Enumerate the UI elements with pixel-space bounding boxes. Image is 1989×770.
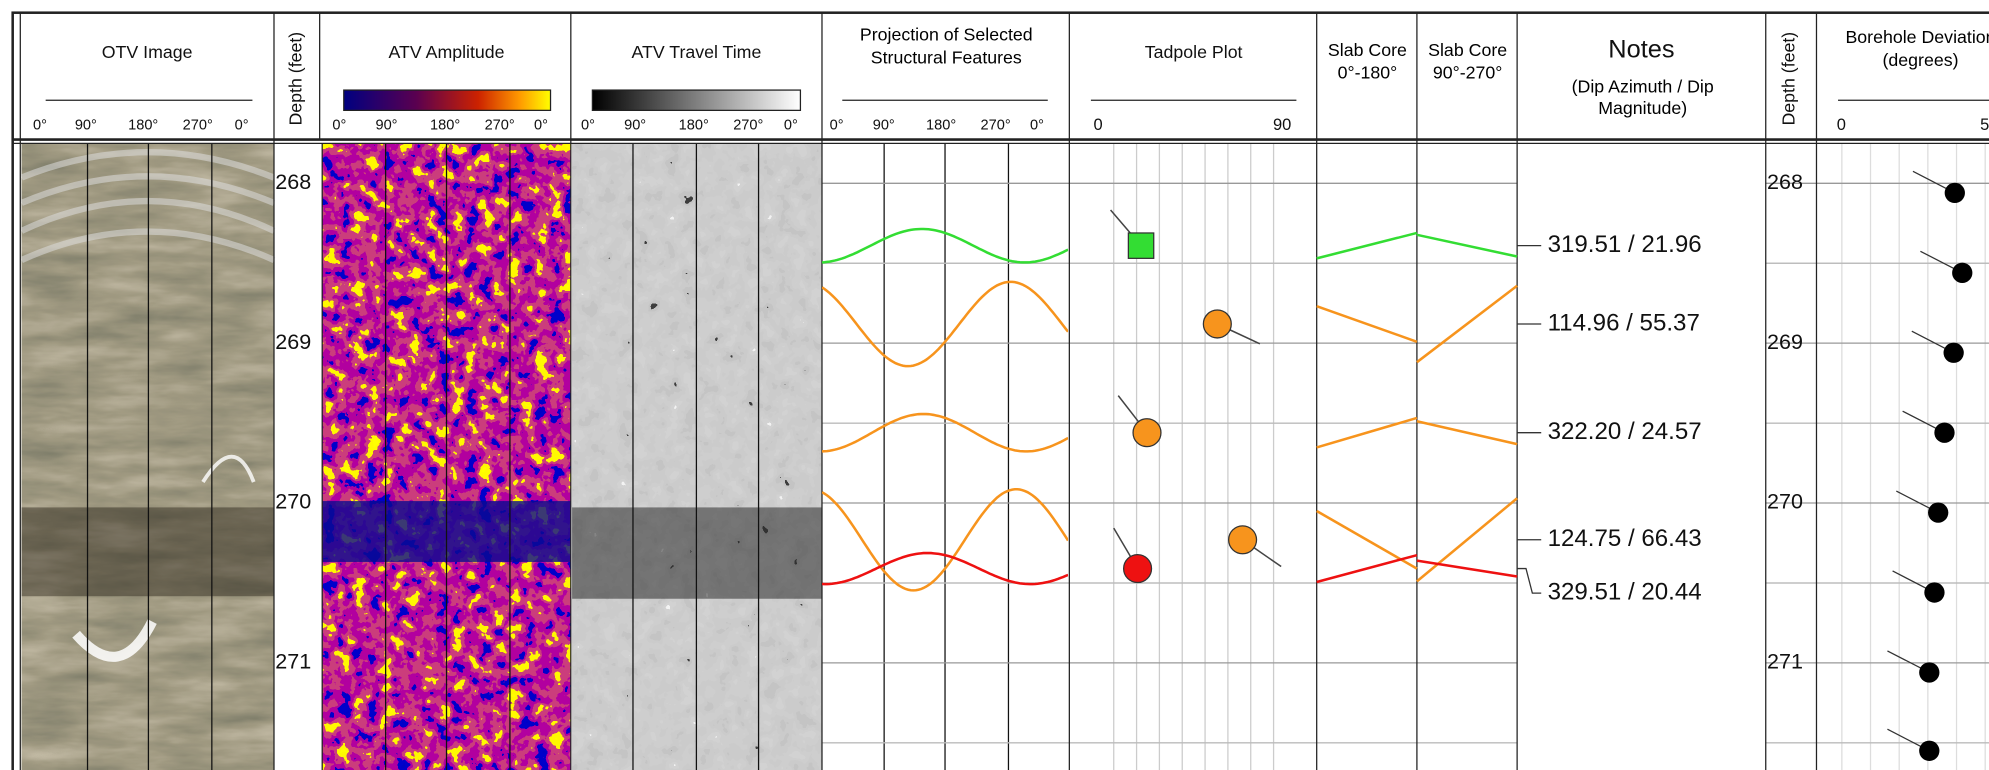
note-text: 114.96 / 55.37 (1548, 309, 1700, 336)
page: OTV Image Depth (feet) ATV Amplitude ATV… (0, 0, 1989, 770)
column-tick: 270° (981, 117, 1011, 133)
column-title: Tadpole Plot (1145, 42, 1243, 62)
tadpole-head (1203, 310, 1231, 338)
tadpole-head (1124, 555, 1152, 583)
tadpole-head (1133, 419, 1161, 447)
depth-label: 269 (275, 329, 311, 354)
column-title: Projection of Selected Structural Featur… (825, 23, 1069, 69)
note-text: 322.20 / 24.57 (1548, 418, 1702, 445)
column-tick: 270° (733, 117, 763, 133)
column-tick: 0° (33, 117, 47, 133)
column-tick: 180° (926, 117, 956, 133)
column-title: Slab Core 0°-180° (1319, 38, 1415, 84)
deviation-dot (1952, 263, 1972, 283)
deviation-dot (1919, 741, 1939, 761)
deviation-dot (1945, 183, 1965, 203)
column-tick: 0° (534, 117, 548, 133)
column-tick: 0° (784, 117, 798, 133)
depth-label: 271 (275, 649, 311, 674)
column-tick: 270° (183, 117, 213, 133)
title-box: Projection of Selected Structural Featur… (825, 23, 1069, 81)
column-title: ATV Travel Time (631, 42, 761, 62)
deviation-dot (1944, 343, 1964, 363)
column-tick: 90° (624, 117, 646, 133)
depth-label: 269 (1767, 329, 1803, 354)
title-box: (Dip Azimuth / Dip Magnitude) (1529, 76, 1757, 132)
tadpole-tick: 90 (1273, 116, 1291, 134)
column-tick: 90° (75, 117, 97, 133)
depth-label: 270 (1767, 489, 1803, 514)
note-text: 329.51 / 20.44 (1548, 578, 1702, 605)
column-subtitle: (Dip Azimuth / Dip Magnitude) (1529, 76, 1757, 119)
column-tick: 0° (1030, 117, 1044, 133)
column-title: Depth (feet) (286, 32, 306, 126)
note-text: 319.51 / 21.96 (1548, 231, 1702, 258)
column-title: ATV Amplitude (388, 42, 504, 62)
deviation-tick: 0 (1837, 116, 1846, 134)
title-box: Slab Core 0°-180° (1319, 38, 1415, 109)
travel-colorbar (592, 90, 800, 110)
column-title: OTV Image (102, 42, 193, 62)
depth-label: 268 (275, 169, 311, 194)
depth-label: 268 (1767, 169, 1803, 194)
column-tick: 180° (128, 117, 158, 133)
tadpole-tick: 0 (1093, 116, 1102, 134)
column-title: Notes (1608, 35, 1674, 63)
column-tick: 180° (430, 117, 460, 133)
amplitude-colorbar (344, 90, 551, 110)
deviation-dot (1934, 423, 1954, 443)
column-tick: 0° (235, 117, 249, 133)
deviation-tick: 5 (1980, 116, 1989, 134)
title-box: Borehole Deviation (degrees) (1819, 25, 1989, 81)
column-tick: 180° (679, 117, 709, 133)
column-title: Borehole Deviation (degrees) (1819, 25, 1989, 71)
column-tick: 0° (581, 117, 595, 133)
column-tick: 90° (873, 117, 895, 133)
title-box: Slab Core 90°-270° (1418, 38, 1517, 109)
deviation-dot (1928, 502, 1948, 522)
column-tick: 270° (485, 117, 515, 133)
column-title: Depth (feet) (1779, 32, 1799, 126)
tadpole-head (1128, 233, 1153, 258)
column-tick: 90° (375, 117, 397, 133)
depth-label: 270 (275, 489, 311, 514)
column-title: Slab Core 90°-270° (1418, 38, 1517, 84)
log-view: OTV Image Depth (feet) ATV Amplitude ATV… (0, 0, 1989, 770)
deviation-dot (1924, 582, 1944, 602)
column-tick: 0° (332, 117, 346, 133)
deviation-dot (1919, 662, 1939, 682)
depth-label: 271 (1767, 649, 1803, 674)
note-text: 124.75 / 66.43 (1548, 525, 1702, 552)
tadpole-head (1229, 526, 1257, 554)
column-tick: 0° (830, 117, 844, 133)
